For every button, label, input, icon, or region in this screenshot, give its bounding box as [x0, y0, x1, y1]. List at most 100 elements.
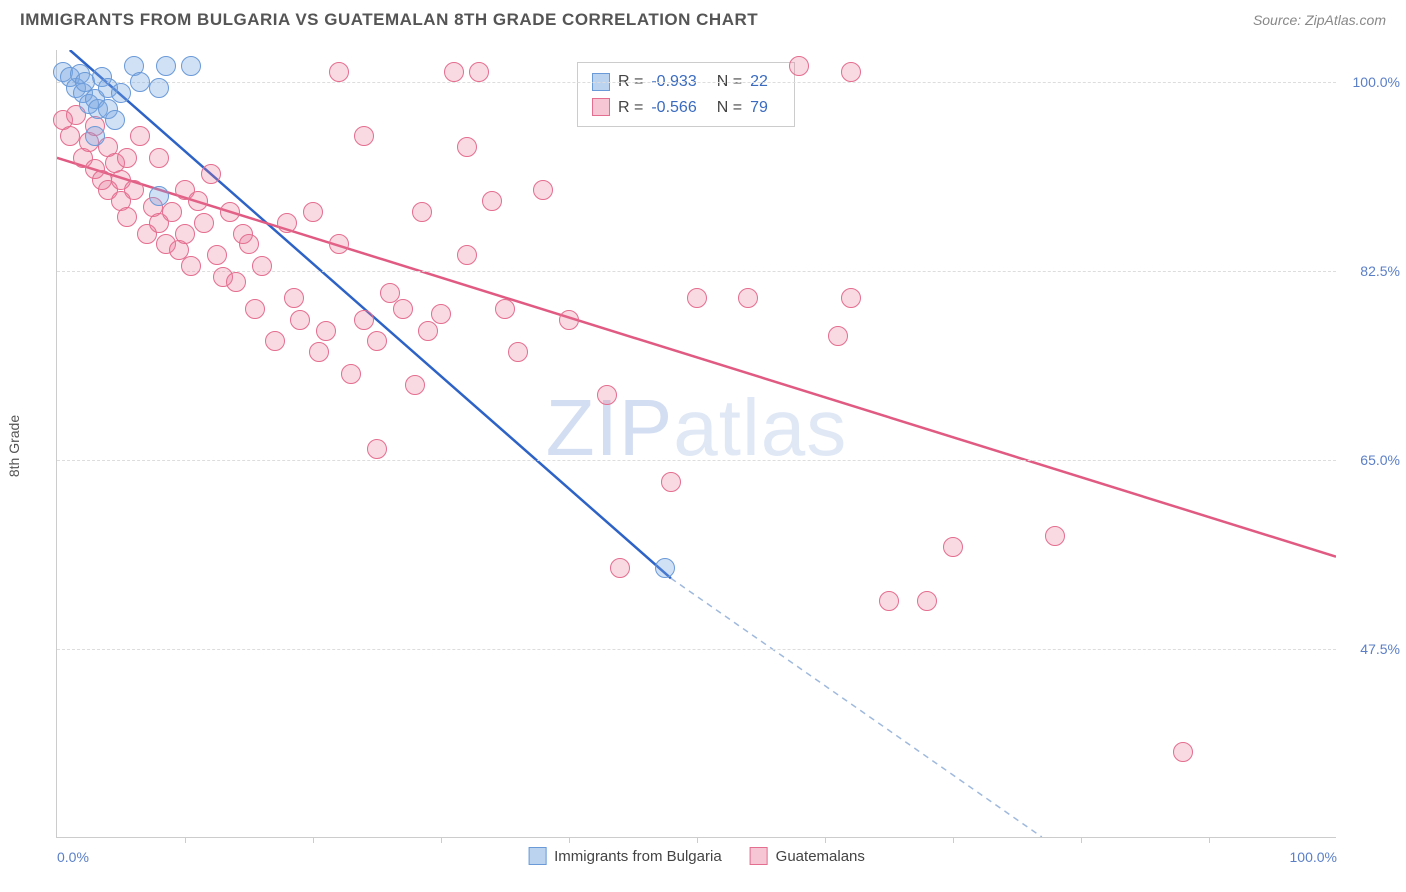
legend-swatch-0	[528, 847, 546, 865]
scatter-marker	[354, 310, 374, 330]
source-attribution: Source: ZipAtlas.com	[1253, 12, 1386, 28]
scatter-marker	[789, 56, 809, 76]
scatter-marker	[130, 126, 150, 146]
xtick-minor	[953, 837, 954, 843]
xtick-label: 0.0%	[57, 849, 89, 865]
scatter-marker	[329, 62, 349, 82]
xtick-minor	[697, 837, 698, 843]
scatter-marker	[188, 191, 208, 211]
ytick-label: 65.0%	[1344, 452, 1400, 468]
scatter-marker	[117, 148, 137, 168]
scatter-marker	[431, 304, 451, 324]
r-value-1: -0.566	[651, 95, 696, 121]
xtick-minor	[313, 837, 314, 843]
scatter-marker	[1173, 742, 1193, 762]
swatch-series-1	[592, 98, 610, 116]
scatter-marker	[245, 299, 265, 319]
scatter-marker	[1045, 526, 1065, 546]
correlation-stats-box: R = -0.933 N = 22 R = -0.566 N = 79	[577, 62, 795, 127]
scatter-marker	[226, 272, 246, 292]
xtick-minor	[1081, 837, 1082, 843]
scatter-marker	[559, 310, 579, 330]
scatter-marker	[329, 234, 349, 254]
scatter-marker	[917, 591, 937, 611]
scatter-marker	[367, 439, 387, 459]
xtick-minor	[441, 837, 442, 843]
legend-item-1: Guatemalans	[750, 847, 865, 865]
trend-lines	[57, 50, 1336, 837]
scatter-marker	[181, 256, 201, 276]
scatter-marker	[175, 224, 195, 244]
scatter-marker	[111, 83, 131, 103]
scatter-marker	[239, 234, 259, 254]
ytick-label: 100.0%	[1344, 74, 1400, 90]
legend-label-1: Guatemalans	[776, 848, 865, 865]
scatter-marker	[194, 213, 214, 233]
scatter-marker	[309, 342, 329, 362]
legend-item-0: Immigrants from Bulgaria	[528, 847, 722, 865]
scatter-marker	[405, 375, 425, 395]
bottom-legend: Immigrants from Bulgaria Guatemalans	[528, 847, 865, 865]
xtick-minor	[825, 837, 826, 843]
xtick-label: 100.0%	[1290, 849, 1337, 865]
xtick-minor	[185, 837, 186, 843]
scatter-marker	[252, 256, 272, 276]
scatter-marker	[316, 321, 336, 341]
gridline	[57, 82, 1336, 83]
scatter-marker	[220, 202, 240, 222]
scatter-marker	[156, 56, 176, 76]
scatter-marker	[828, 326, 848, 346]
chart-header: IMMIGRANTS FROM BULGARIA VS GUATEMALAN 8…	[0, 0, 1406, 38]
scatter-marker	[284, 288, 304, 308]
scatter-marker	[533, 180, 553, 200]
scatter-marker	[687, 288, 707, 308]
scatter-marker	[341, 364, 361, 384]
scatter-marker	[841, 288, 861, 308]
scatter-marker	[60, 126, 80, 146]
scatter-marker	[201, 164, 221, 184]
scatter-marker	[105, 110, 125, 130]
scatter-marker	[149, 186, 169, 206]
scatter-chart: ZIPatlas R = -0.933 N = 22 R = -0.566 N …	[56, 50, 1336, 838]
scatter-marker	[610, 558, 630, 578]
gridline	[57, 271, 1336, 272]
scatter-marker	[181, 56, 201, 76]
n-value-1: 79	[750, 95, 768, 121]
scatter-marker	[738, 288, 758, 308]
scatter-marker	[412, 202, 432, 222]
ytick-label: 47.5%	[1344, 641, 1400, 657]
scatter-marker	[354, 126, 374, 146]
scatter-marker	[124, 180, 144, 200]
scatter-marker	[277, 213, 297, 233]
xtick-minor	[569, 837, 570, 843]
scatter-marker	[469, 62, 489, 82]
stats-row-series-1: R = -0.566 N = 79	[592, 95, 780, 121]
scatter-marker	[117, 207, 137, 227]
legend-swatch-1	[750, 847, 768, 865]
gridline	[57, 649, 1336, 650]
scatter-marker	[85, 126, 105, 146]
ytick-label: 82.5%	[1344, 263, 1400, 279]
watermark-part2: atlas	[673, 383, 847, 472]
scatter-marker	[149, 148, 169, 168]
scatter-marker	[943, 537, 963, 557]
scatter-marker	[841, 62, 861, 82]
gridline	[57, 460, 1336, 461]
scatter-marker	[597, 385, 617, 405]
xtick-minor	[1209, 837, 1210, 843]
scatter-marker	[162, 202, 182, 222]
scatter-marker	[367, 331, 387, 351]
scatter-marker	[444, 62, 464, 82]
scatter-marker	[290, 310, 310, 330]
n-label: N =	[717, 95, 742, 121]
scatter-marker	[265, 331, 285, 351]
scatter-marker	[207, 245, 227, 265]
scatter-marker	[482, 191, 502, 211]
y-axis-label: 8th Grade	[6, 415, 22, 477]
scatter-marker	[149, 78, 169, 98]
legend-label-0: Immigrants from Bulgaria	[554, 848, 722, 865]
scatter-marker	[457, 245, 477, 265]
r-label: R =	[618, 95, 643, 121]
scatter-marker	[418, 321, 438, 341]
scatter-marker	[393, 299, 413, 319]
